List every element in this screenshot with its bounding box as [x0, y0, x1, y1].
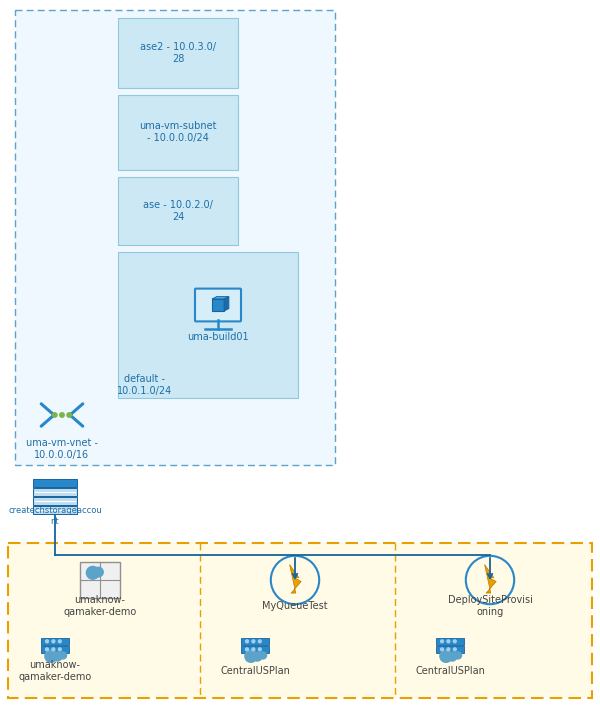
- Circle shape: [59, 652, 67, 659]
- Text: DeploySiteProvisi
oning: DeploySiteProvisi oning: [448, 595, 532, 617]
- Bar: [118, 177, 238, 245]
- FancyBboxPatch shape: [195, 289, 241, 321]
- Bar: [33, 479, 77, 486]
- Bar: [212, 299, 224, 311]
- Bar: [15, 10, 335, 465]
- Circle shape: [53, 652, 62, 661]
- Circle shape: [46, 648, 49, 651]
- Bar: [436, 646, 464, 653]
- Bar: [33, 505, 77, 513]
- Circle shape: [454, 640, 456, 642]
- Text: uma-build01: uma-build01: [187, 332, 249, 342]
- Circle shape: [46, 640, 49, 642]
- Bar: [241, 646, 269, 653]
- Bar: [118, 95, 238, 170]
- Circle shape: [440, 650, 452, 662]
- Bar: [118, 252, 298, 398]
- Circle shape: [440, 648, 443, 651]
- Circle shape: [259, 648, 261, 651]
- Text: uma-vm-vnet -
10.0.0.0/16: uma-vm-vnet - 10.0.0.0/16: [26, 438, 98, 460]
- Circle shape: [60, 413, 64, 417]
- Polygon shape: [212, 297, 229, 299]
- Polygon shape: [224, 297, 229, 311]
- Circle shape: [253, 652, 262, 661]
- Circle shape: [252, 640, 255, 642]
- Circle shape: [45, 650, 57, 662]
- Circle shape: [454, 652, 461, 659]
- Circle shape: [454, 648, 456, 651]
- Circle shape: [259, 640, 261, 642]
- Bar: [33, 488, 77, 496]
- Bar: [118, 18, 238, 88]
- Circle shape: [245, 640, 248, 642]
- Circle shape: [52, 640, 55, 642]
- Circle shape: [94, 568, 103, 577]
- Circle shape: [86, 566, 99, 579]
- Polygon shape: [485, 565, 496, 593]
- Text: createchstorageaccou
nt: createchstorageaccou nt: [8, 506, 102, 526]
- Circle shape: [447, 640, 450, 642]
- Bar: [436, 638, 464, 645]
- Polygon shape: [290, 565, 301, 593]
- Circle shape: [58, 640, 61, 642]
- Text: CentralUSPlan: CentralUSPlan: [415, 666, 485, 676]
- Circle shape: [252, 648, 255, 651]
- Text: umaknow-
qamaker-demo: umaknow- qamaker-demo: [64, 595, 137, 617]
- Text: ase - 10.0.2.0/
24: ase - 10.0.2.0/ 24: [143, 201, 213, 222]
- Text: CentralUSPlan: CentralUSPlan: [220, 666, 290, 676]
- Text: MyQueueTest: MyQueueTest: [262, 601, 328, 611]
- Text: uma-vm-subnet
- 10.0.0.0/24: uma-vm-subnet - 10.0.0.0/24: [139, 121, 217, 143]
- Bar: [33, 496, 77, 505]
- Circle shape: [67, 413, 71, 417]
- Circle shape: [440, 640, 443, 642]
- Bar: [41, 638, 70, 645]
- Text: ase2 - 10.0.3.0/
28: ase2 - 10.0.3.0/ 28: [140, 42, 216, 64]
- Circle shape: [53, 413, 57, 417]
- Bar: [8, 543, 592, 698]
- FancyBboxPatch shape: [80, 562, 120, 598]
- Circle shape: [447, 648, 450, 651]
- Circle shape: [245, 648, 248, 651]
- Circle shape: [245, 650, 257, 662]
- Circle shape: [259, 652, 266, 659]
- Circle shape: [58, 648, 61, 651]
- Bar: [241, 638, 269, 645]
- Circle shape: [52, 648, 55, 651]
- Text: umaknow-
qamaker-demo: umaknow- qamaker-demo: [19, 660, 92, 682]
- Text: default -
10.0.1.0/24: default - 10.0.1.0/24: [118, 374, 173, 396]
- Bar: [41, 646, 70, 653]
- Circle shape: [448, 652, 457, 661]
